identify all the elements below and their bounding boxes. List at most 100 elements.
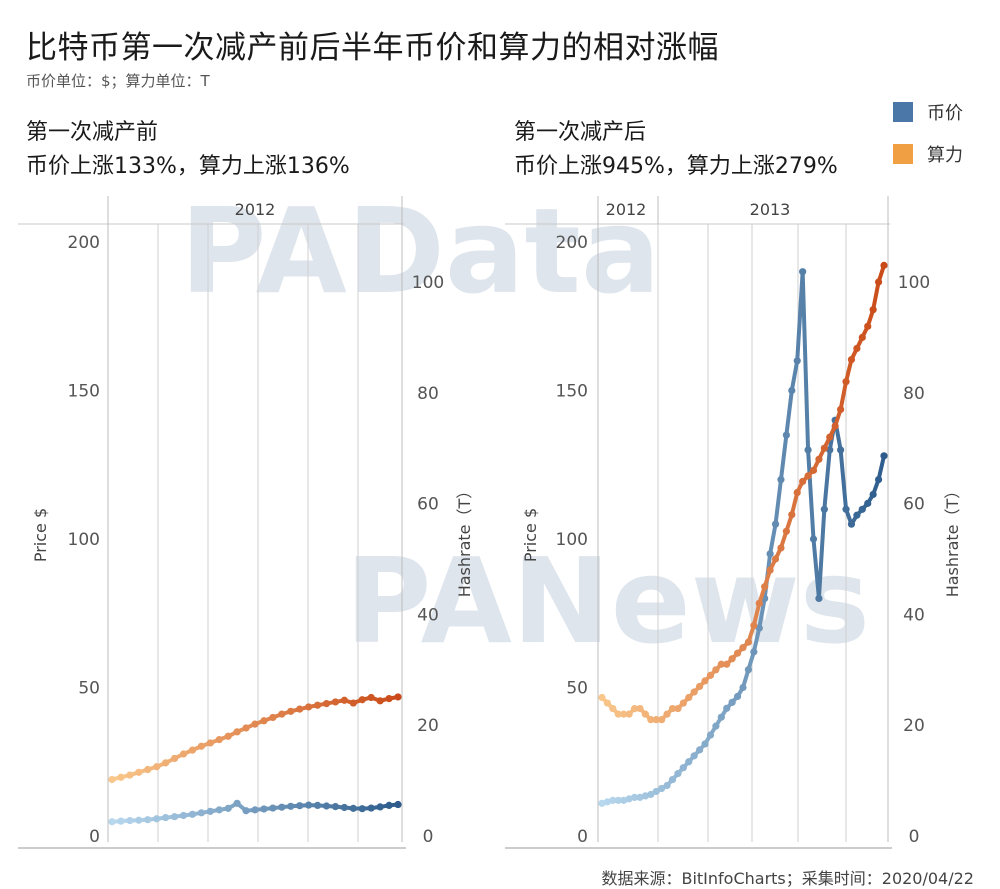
data-point: [225, 805, 232, 812]
data-point: [712, 723, 719, 730]
data-point: [701, 740, 708, 747]
data-point: [750, 622, 757, 629]
data-point: [626, 711, 633, 718]
data-point: [385, 695, 392, 702]
y-tick-100: 100: [68, 530, 100, 550]
data-point: [189, 747, 196, 754]
data-point: [251, 720, 258, 727]
data-point: [180, 812, 187, 819]
data-point: [269, 804, 276, 811]
data-point: [767, 550, 774, 557]
data-point: [870, 491, 877, 498]
data-point: [108, 818, 115, 825]
data-point: [745, 639, 752, 646]
year-label-2012: 2012: [606, 200, 647, 219]
data-point: [783, 528, 790, 535]
data-point: [674, 770, 681, 777]
y2-tick-100: 100: [898, 273, 930, 293]
data-point: [108, 776, 115, 783]
data-point: [804, 472, 811, 479]
data-point: [772, 521, 779, 528]
y-tick-50: 50: [78, 679, 100, 699]
y-tick-150: 150: [68, 382, 100, 402]
data-point: [701, 677, 708, 684]
data-point: [680, 764, 687, 771]
data-point: [350, 805, 357, 812]
data-point: [859, 506, 866, 513]
y-tick-100: 100: [556, 530, 588, 550]
data-point: [609, 705, 616, 712]
data-point: [278, 804, 285, 811]
year-label-2012: 2012: [235, 200, 276, 219]
y-axis-label: Price $: [31, 508, 50, 562]
data-point: [350, 699, 357, 706]
data-point: [341, 697, 348, 704]
data-point: [853, 512, 860, 519]
y2-tick-80: 80: [417, 384, 439, 404]
data-point: [171, 755, 178, 762]
data-point: [260, 717, 267, 724]
data-point: [848, 356, 855, 363]
data-point: [269, 714, 276, 721]
data-point: [799, 478, 806, 485]
data-point: [117, 774, 124, 781]
data-point: [323, 700, 330, 707]
data-point: [794, 357, 801, 364]
data-point: [777, 476, 784, 483]
data-point: [734, 693, 741, 700]
data-point: [729, 655, 736, 662]
data-point: [305, 703, 312, 710]
data-point: [842, 378, 849, 385]
data-point: [794, 489, 801, 496]
data-point: [810, 467, 817, 474]
data-point: [832, 422, 839, 429]
data-point: [604, 699, 611, 706]
data-point: [144, 766, 151, 773]
data-point: [788, 387, 795, 394]
data-point: [663, 711, 670, 718]
data-point: [314, 702, 321, 709]
data-point: [739, 644, 746, 651]
data-point: [658, 716, 665, 723]
y2-tick-80: 80: [903, 384, 925, 404]
data-point: [287, 708, 294, 715]
y-tick-0: 0: [89, 827, 100, 847]
data-point: [875, 278, 882, 285]
series-segment: [786, 391, 791, 436]
data-point: [126, 771, 133, 778]
data-point: [859, 334, 866, 341]
y-tick-150: 150: [556, 382, 588, 402]
data-point: [685, 694, 692, 701]
y2-tick-20: 20: [417, 716, 439, 736]
data-point: [296, 802, 303, 809]
data-point: [189, 811, 196, 818]
data-point: [864, 500, 871, 507]
series-segment: [824, 450, 829, 509]
data-point: [216, 806, 223, 813]
y2-tick-40: 40: [417, 605, 439, 625]
data-point: [323, 802, 330, 809]
data-point: [674, 705, 681, 712]
y2-tick-0: 0: [423, 827, 434, 847]
data-point: [394, 801, 401, 808]
data-point: [723, 705, 730, 712]
data-point: [171, 813, 178, 820]
data-point: [804, 446, 811, 453]
data-point: [314, 802, 321, 809]
data-point: [305, 802, 312, 809]
data-point: [153, 763, 160, 770]
data-point: [739, 684, 746, 691]
data-point: [341, 804, 348, 811]
series-segment: [873, 282, 878, 310]
series-segment: [792, 361, 797, 391]
data-point: [207, 808, 214, 815]
y2-tick-20: 20: [903, 716, 925, 736]
y2-axis-label: Hashrate（T）: [455, 483, 474, 598]
year-label-2013: 2013: [750, 200, 791, 219]
y2-tick-60: 60: [417, 495, 439, 515]
data-point: [729, 699, 736, 706]
data-point: [332, 803, 339, 810]
y-axis-label: Price $: [521, 508, 540, 562]
data-point: [880, 262, 887, 269]
